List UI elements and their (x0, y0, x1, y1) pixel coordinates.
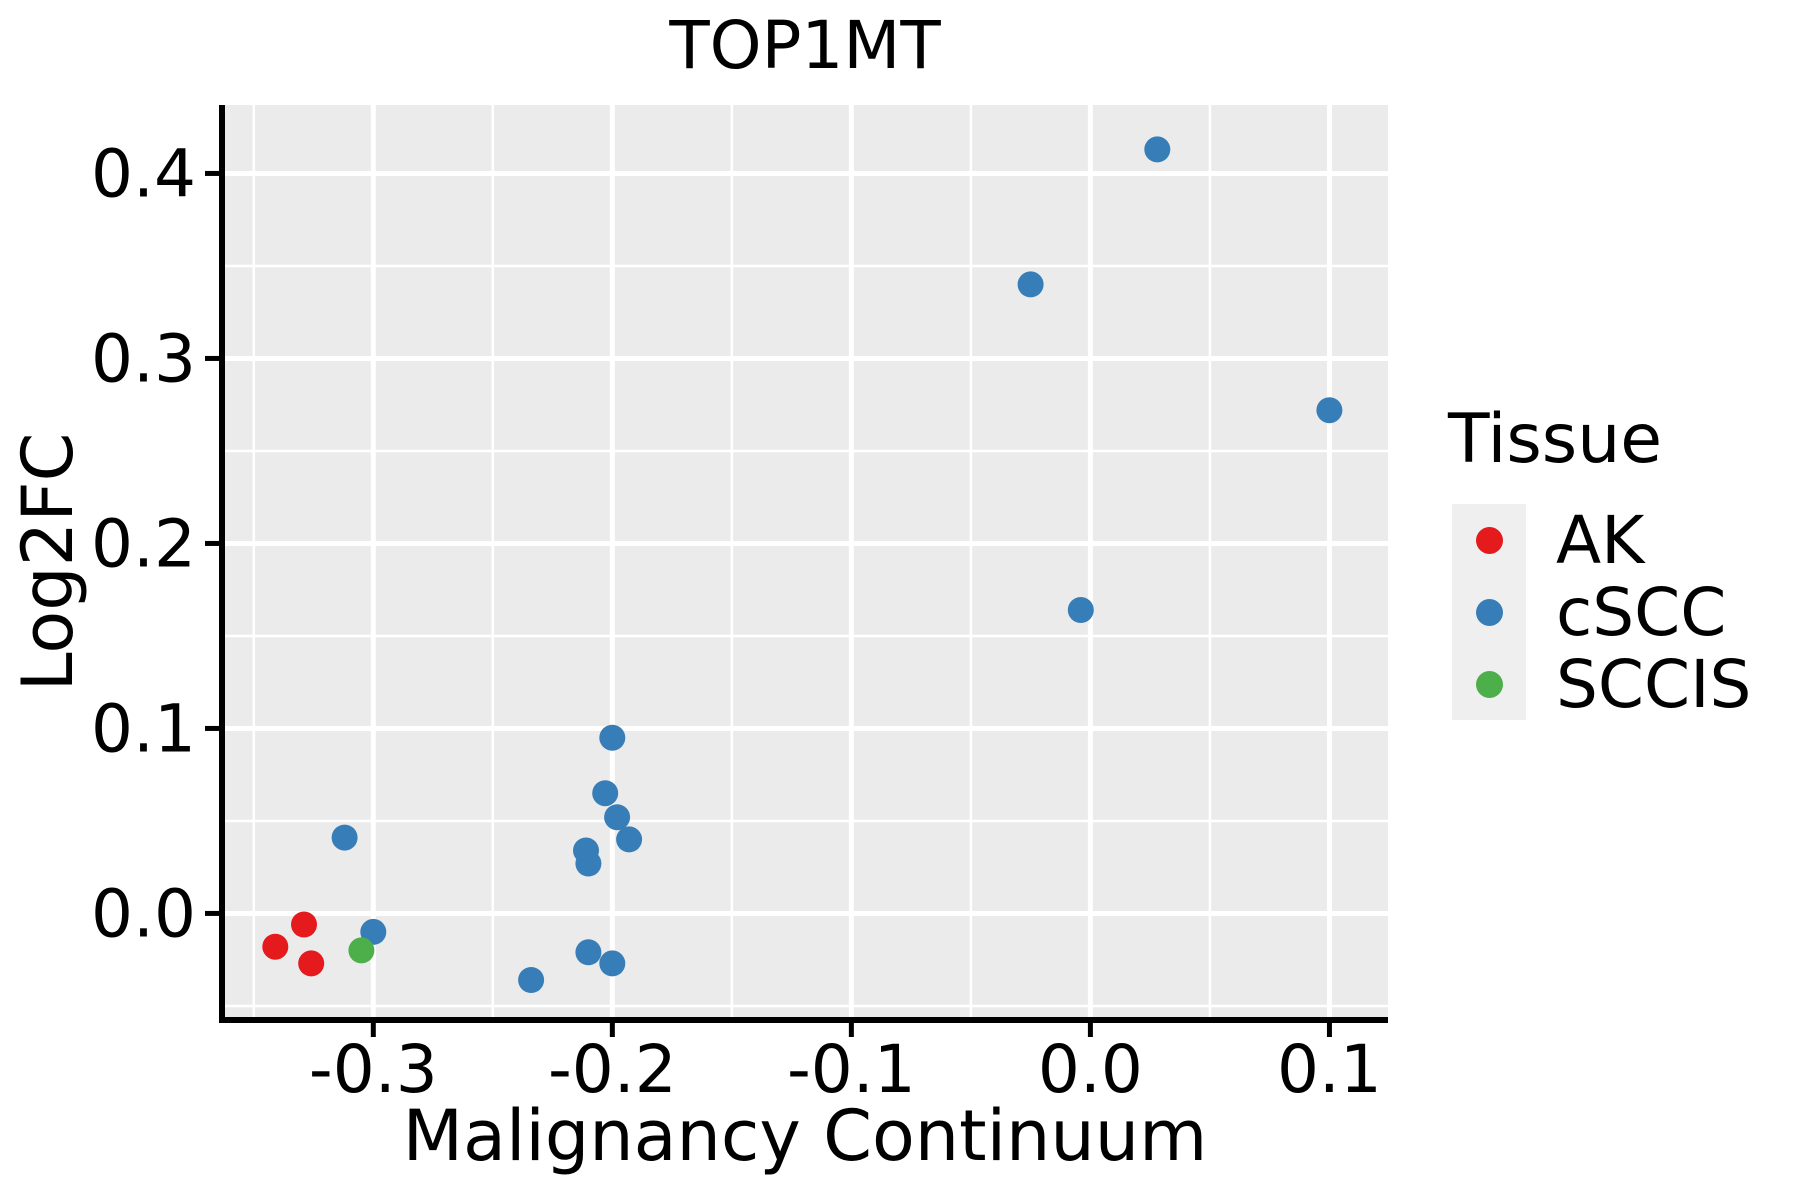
y-axis-title: Log2FC (7, 432, 89, 692)
legend-item-sccis: SCCIS (1452, 645, 1752, 723)
x-tick-label: 0.1 (1277, 1031, 1382, 1108)
legend-title: Tissue (1448, 400, 1663, 479)
legend-dot (1475, 670, 1503, 698)
panel-background (222, 105, 1388, 1020)
data-point-cSCC (518, 967, 545, 993)
data-point-cSCC (1067, 597, 1094, 623)
plot-title: TOP1MT (669, 7, 941, 84)
legend-item-label: AK (1556, 501, 1645, 579)
legend-item-label: cSCC (1556, 573, 1727, 651)
x-tick-label: -0.3 (309, 1031, 438, 1108)
data-point-AK (298, 950, 325, 977)
legend-item-label: SCCIS (1556, 645, 1752, 723)
x-tick-label: -0.1 (787, 1031, 916, 1108)
data-point-cSCC (599, 950, 626, 977)
legend-key (1452, 576, 1526, 648)
x-axis-title: Malignancy Continuum (402, 1095, 1208, 1177)
x-tick-label: 0.0 (1038, 1031, 1143, 1108)
data-point-AK (291, 911, 317, 938)
y-tick-label: 0.1 (91, 691, 196, 768)
y-tick-label: 0.3 (91, 321, 196, 398)
data-point-cSCC (599, 724, 626, 751)
legend-dot (1475, 526, 1503, 554)
legend-items: AK cSCC SCCIS (1452, 501, 1752, 723)
data-point-SCCIS (348, 937, 375, 964)
data-point-AK (262, 933, 289, 960)
legend-key (1452, 648, 1526, 720)
data-point-cSCC (1017, 271, 1044, 298)
y-tick-label: 0.2 (91, 506, 196, 583)
legend: Tissue AK cSCC SCCIS (1448, 400, 1798, 723)
y-tick-label: 0.4 (91, 136, 196, 213)
data-point-cSCC (360, 918, 387, 945)
data-point-cSCC (1144, 136, 1171, 163)
data-point-cSCC (592, 780, 619, 807)
x-tick-label: -0.2 (548, 1031, 677, 1108)
data-point-cSCC (575, 850, 602, 877)
y-tick-label: 0.0 (91, 876, 196, 953)
legend-key (1452, 504, 1526, 576)
legend-item-cscc: cSCC (1452, 573, 1751, 651)
data-point-cSCC (1316, 397, 1343, 424)
data-point-cSCC (331, 824, 358, 851)
data-point-cSCC (604, 804, 631, 831)
legend-dot (1475, 598, 1503, 626)
legend-item-ak: AK (1452, 501, 1751, 579)
data-point-cSCC (575, 939, 602, 966)
data-point-cSCC (616, 826, 643, 853)
